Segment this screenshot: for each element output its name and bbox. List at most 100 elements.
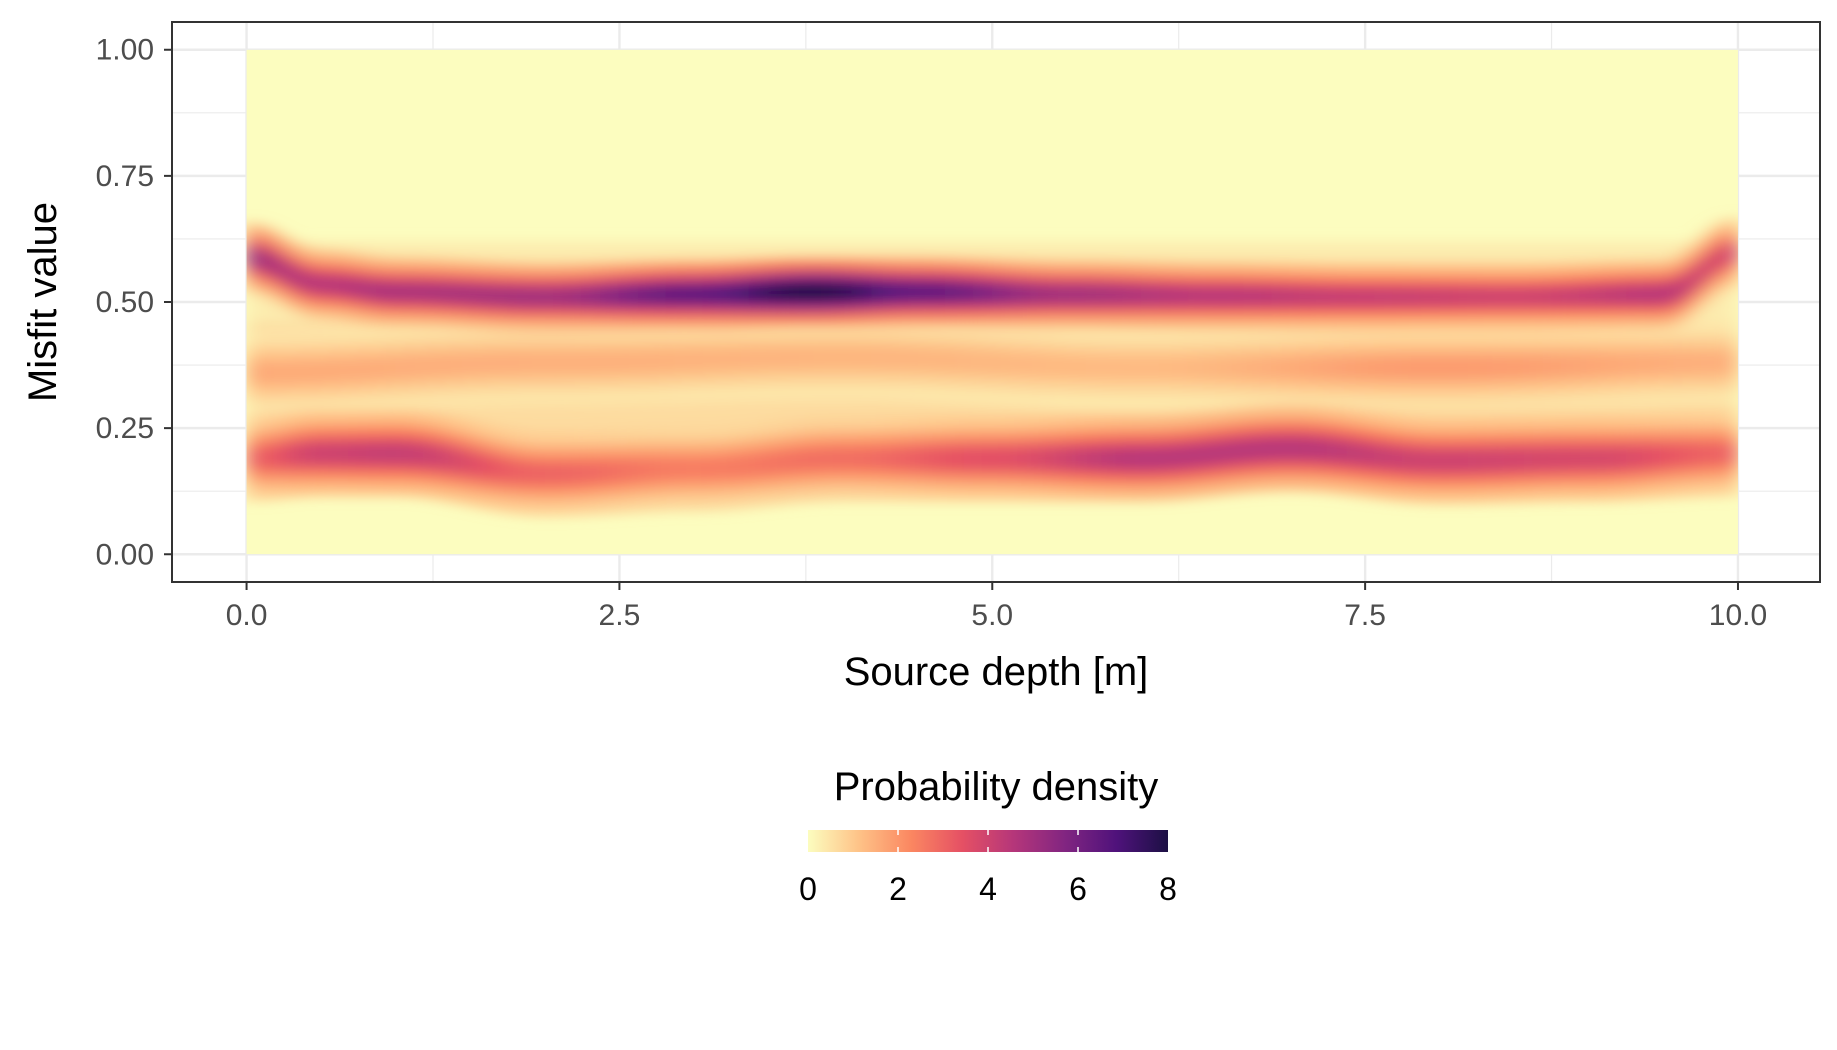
secondary-band-segment <box>796 348 807 368</box>
density-ridge-0-segment <box>283 265 294 281</box>
density-ridge-1-segment <box>1224 442 1236 462</box>
secondary-band-segment <box>945 350 956 371</box>
density-ridge-1-segment <box>926 448 937 469</box>
secondary-band-segment <box>1597 354 1608 375</box>
secondary-band-segment <box>255 362 266 383</box>
secondary-band-segment <box>637 351 648 372</box>
secondary-band-segment <box>423 356 434 376</box>
secondary-band-segment <box>1681 353 1692 373</box>
density-ridge-1-segment <box>721 457 732 478</box>
density-ridge-0-segment <box>581 288 592 305</box>
density-ridge-0-segment <box>870 284 881 300</box>
density-ridge-1-segment <box>1597 448 1608 468</box>
density-ridge-0-segment <box>1653 286 1664 303</box>
density-ridge-1-segment <box>1504 450 1515 470</box>
secondary-band-segment <box>898 348 909 369</box>
density-ridge-0-segment <box>1467 289 1478 305</box>
density-ridge-1-segment <box>516 462 527 483</box>
x-tick-label: 7.5 <box>1344 599 1386 632</box>
density-ridge-0-segment <box>917 284 928 300</box>
density-ridge-0-segment <box>665 286 676 303</box>
density-ridge-1-segment <box>357 443 369 464</box>
density-ridge-0-segment <box>1140 287 1152 304</box>
secondary-band-segment <box>590 352 602 372</box>
secondary-band-segment <box>1383 357 1394 378</box>
density-ridge-0-segment <box>1057 286 1068 303</box>
secondary-band-segment <box>1206 357 1217 378</box>
density-ridge-1-segment <box>1131 448 1142 469</box>
density-ridge-1-segment <box>609 461 620 481</box>
secondary-band-segment <box>1690 353 1702 373</box>
secondary-band-segment <box>991 353 1003 373</box>
secondary-band-segment <box>1588 355 1599 375</box>
secondary-band-segment <box>264 362 276 383</box>
density-ridge-1-segment <box>292 444 303 465</box>
secondary-band-segment <box>861 347 872 368</box>
density-ridge-1-segment <box>1187 446 1198 466</box>
x-tick-label: 2.5 <box>599 599 641 632</box>
density-ridge-0-segment <box>1308 288 1320 305</box>
density-ridge-1-segment <box>385 443 397 464</box>
secondary-band-segment <box>1215 357 1226 378</box>
density-ridge-1-segment <box>1010 448 1021 469</box>
secondary-band-segment <box>1047 355 1059 376</box>
density-ridge-0-segment <box>1318 289 1329 305</box>
density-ridge-0-segment <box>963 284 975 301</box>
y-tick-label: 0.00 <box>96 538 154 571</box>
density-ridge-0-segment <box>646 287 658 303</box>
density-ridge-1-segment <box>628 460 639 480</box>
secondary-band-segment <box>889 348 900 368</box>
density-ridge-1-segment <box>274 446 285 467</box>
secondary-band-segment <box>954 351 965 371</box>
secondary-band-segment <box>1551 356 1562 376</box>
y-tick-label: 0.25 <box>96 412 154 445</box>
density-ridge-0-segment <box>507 288 518 305</box>
density-ridge-1-segment <box>963 448 975 469</box>
secondary-band-segment <box>907 349 919 369</box>
density-ridge-1-segment <box>1476 450 1487 471</box>
density-ridge-1-segment <box>1243 440 1254 460</box>
density-ridge-0-segment <box>1159 287 1170 304</box>
density-ridge-1-segment <box>1401 449 1413 470</box>
density-ridge-1-segment <box>1159 448 1170 468</box>
secondary-band-segment <box>525 352 537 373</box>
secondary-band-segment <box>1178 357 1189 378</box>
density-ridge-1-segment <box>684 458 695 479</box>
density-ridge-0-segment <box>1457 289 1469 305</box>
secondary-band-segment <box>628 351 639 372</box>
density-ridge-1-segment <box>1420 450 1431 471</box>
density-ridge-1-segment <box>320 443 331 464</box>
density-ridge-1-segment <box>1495 450 1506 470</box>
density-ridge-0-segment <box>516 288 527 305</box>
density-ridge-0-segment <box>674 286 686 303</box>
secondary-band-segment <box>1700 352 1711 373</box>
density-ridge-1-segment <box>730 456 742 477</box>
density-ridge-0-segment <box>1523 289 1534 305</box>
density-ridge-0-segment <box>889 284 900 300</box>
density-ridge-0-segment <box>1709 253 1720 269</box>
density-ridge-0-segment <box>1066 286 1077 303</box>
density-ridge-0-segment <box>413 284 425 300</box>
density-ridge-0-segment <box>292 270 303 286</box>
density-ridge-1-segment <box>1718 443 1730 464</box>
density-ridge-0-segment <box>693 286 704 303</box>
density-ridge-1-segment <box>1653 446 1664 466</box>
density-ridge-0-segment <box>1541 288 1553 305</box>
density-ridge-1-segment <box>1364 445 1375 465</box>
density-ridge-0-segment <box>460 286 471 302</box>
density-ridge-0-segment <box>758 285 770 301</box>
density-ridge-0-segment <box>973 285 984 301</box>
density-ridge-1-segment <box>507 461 518 481</box>
y-tick-label: 1.00 <box>96 34 154 67</box>
secondary-band-segment <box>646 351 658 371</box>
x-axis: 0.0 2.5 5.0 7.5 10.0 <box>226 582 1767 632</box>
density-ridge-1-segment <box>562 463 574 483</box>
density-ridge-0-segment <box>1728 244 1738 260</box>
secondary-band-segment <box>1411 357 1422 378</box>
density-ridge-1-segment <box>674 458 686 479</box>
density-ridge-0-segment <box>1411 289 1422 305</box>
colorbar-tick-label: 6 <box>1069 871 1087 907</box>
density-ridge-0-segment <box>479 287 490 303</box>
density-ridge-0-segment <box>712 286 723 302</box>
density-ridge-0-segment <box>600 288 611 304</box>
